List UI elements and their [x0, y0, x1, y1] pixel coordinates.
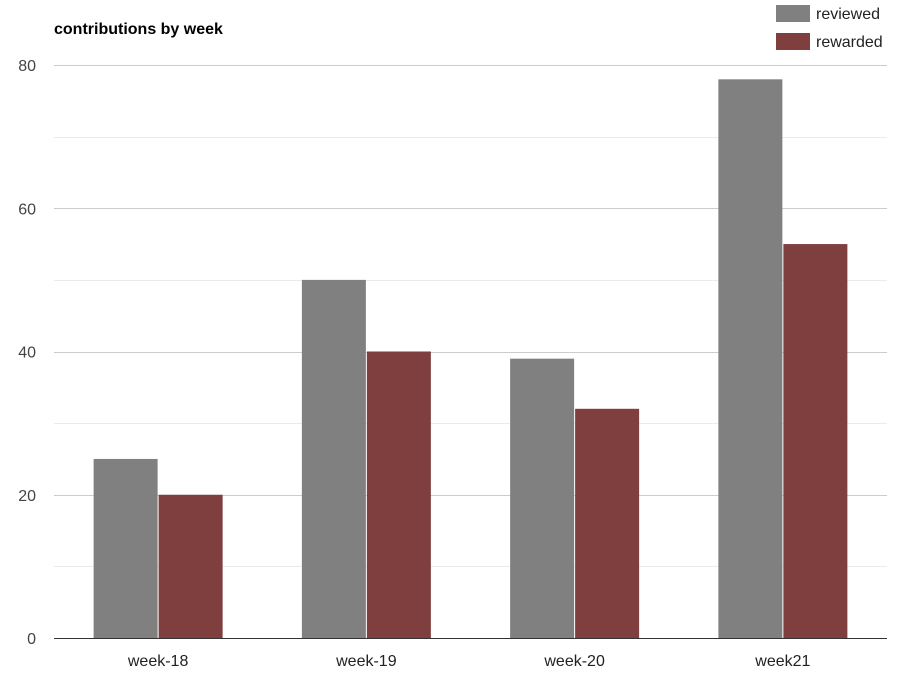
y-tick-label: 0: [27, 631, 36, 648]
bar-reviewed-week-18: [93, 458, 158, 638]
x-tick-label: week21: [754, 653, 810, 670]
y-tick-label: 80: [18, 58, 36, 75]
bar-rewarded-week21: [783, 244, 848, 638]
legend-label-reviewed: reviewed: [816, 6, 880, 23]
x-tick-label: week-20: [543, 653, 605, 670]
legend-swatch-rewarded: [776, 33, 810, 50]
legend-swatch-reviewed: [776, 5, 810, 22]
x-tick-label: week-18: [127, 653, 189, 670]
x-axis-ticks: week-18 week-19 week-20 week21: [127, 653, 811, 670]
y-tick-label: 20: [18, 488, 36, 505]
legend-label-rewarded: rewarded: [816, 34, 883, 51]
bar-reviewed-week-20: [510, 358, 575, 638]
legend: reviewed rewarded: [776, 5, 883, 51]
bar-reviewed-week21: [718, 79, 783, 638]
bar-rewarded-week-19: [366, 351, 431, 638]
bar-reviewed-week-19: [301, 279, 366, 638]
bar-rewarded-week-18: [158, 494, 223, 638]
bars: [93, 79, 848, 638]
y-tick-label: 60: [18, 201, 36, 218]
chart-title: contributions by week: [54, 21, 223, 38]
x-tick-label: week-19: [335, 653, 397, 670]
y-axis-ticks: 0 20 40 60 80: [18, 58, 36, 648]
bar-rewarded-week-20: [575, 408, 640, 638]
y-tick-label: 40: [18, 345, 36, 362]
